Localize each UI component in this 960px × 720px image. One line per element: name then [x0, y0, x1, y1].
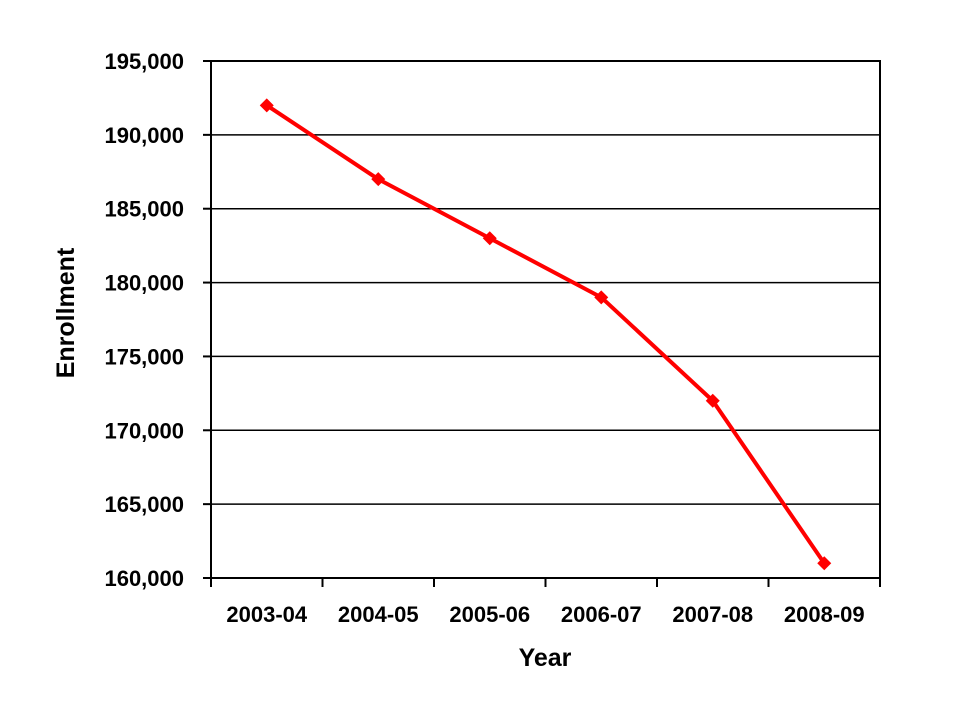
x-tick-label: 2007-08: [672, 602, 753, 627]
series-line: [264, 103, 827, 566]
x-axis-tick-labels: 2003-04 2004-05 2005-06 2006-07 2007-08 2008-…: [226, 602, 864, 627]
y-tick-label: 175,000: [104, 344, 184, 369]
y-axis-ticks: [203, 60, 211, 579]
data-point-marker: [482, 231, 497, 246]
y-tick-label: 165,000: [104, 492, 184, 517]
data-point-marker: [594, 290, 609, 305]
gridlines: [211, 134, 880, 505]
x-tick-label: 2006-07: [561, 602, 642, 627]
data-point-marker: [705, 393, 720, 408]
data-point-marker: [371, 172, 386, 187]
x-tick-label: 2005-06: [449, 602, 530, 627]
y-tick-label: 180,000: [104, 271, 184, 296]
data-point-marker: [817, 556, 832, 571]
y-tick-label: 185,000: [104, 197, 184, 222]
x-tick-label: 2003-04: [226, 602, 308, 627]
x-axis-ticks: [210, 578, 881, 587]
y-axis-tick-labels: 160,000 165,000 170,000 175,000 180,000 185,0…: [104, 49, 184, 591]
x-tick-label: 2004-05: [338, 602, 419, 627]
x-tick-label: 2008-09: [784, 602, 865, 627]
y-tick-label: 195,000: [104, 49, 184, 74]
y-tick-label: 170,000: [104, 418, 184, 443]
y-axis-title: Enrollment: [52, 247, 80, 378]
y-tick-label: 160,000: [104, 566, 184, 591]
x-axis-title: Year: [519, 644, 572, 672]
data-point-marker: [259, 98, 274, 113]
y-tick-label: 190,000: [104, 123, 184, 148]
series-enrollment: [259, 98, 832, 571]
